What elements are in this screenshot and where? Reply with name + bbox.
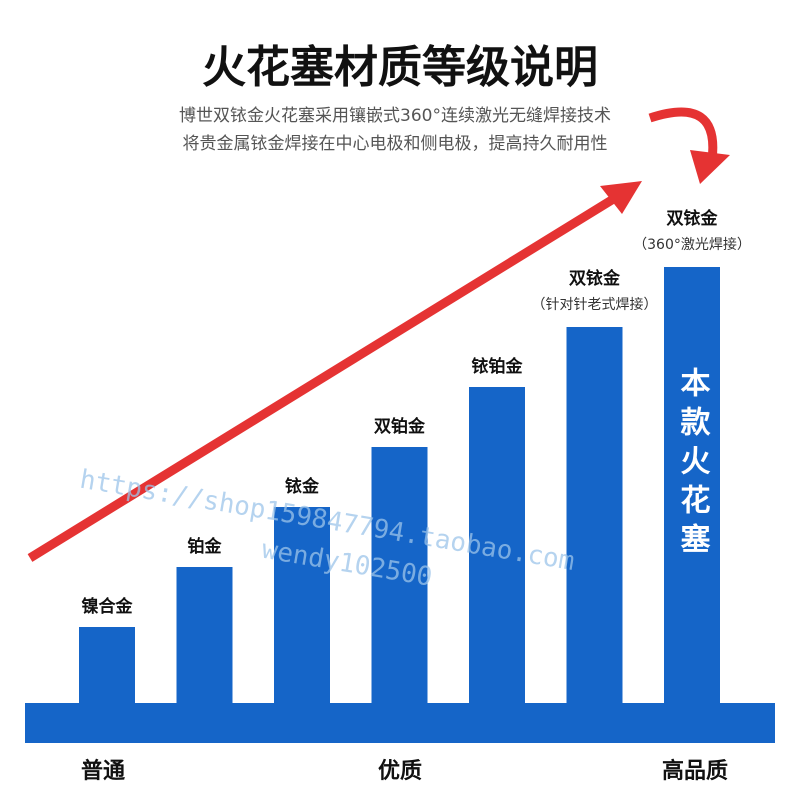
- arrow-line: [27, 194, 618, 562]
- bar-label: 双铱金: [569, 268, 621, 289]
- bar: [274, 507, 330, 703]
- bar-inner-text: 本款火花塞: [675, 367, 711, 562]
- curved-arrow-head: [690, 150, 730, 184]
- curved-arrow: [648, 107, 718, 161]
- scale-label: 普通: [81, 758, 125, 784]
- scale-label: 高品质: [662, 758, 728, 784]
- subtitle: 博世双铱金火花塞采用镶嵌式360°连续激光无缝焊接技术: [179, 105, 611, 126]
- arrow: [27, 107, 730, 562]
- base-bar: [25, 703, 775, 743]
- bar-label: 铂金: [188, 536, 223, 557]
- bar-note: （针对针老式焊接）: [532, 296, 658, 313]
- bar: [664, 267, 720, 703]
- bar: [566, 327, 623, 703]
- bar-label: 铱金: [285, 476, 320, 497]
- bar-label: 镍合金: [82, 596, 134, 617]
- bars: 镍合金 铂金 铱金 双铂金 铱铂金 双铱金 （针对针老式焊接） 双铱金 （360°激光焊接） 本款…: [79, 208, 751, 703]
- bar: [176, 567, 233, 703]
- bar-label: 双铱金: [667, 208, 719, 229]
- bar: [79, 627, 135, 703]
- bar-note: （360°激光焊接）: [633, 236, 751, 253]
- arrow-head: [600, 181, 642, 214]
- bar: [469, 387, 525, 703]
- bar: [371, 447, 428, 703]
- title: 火花塞材质等级说明: [202, 42, 598, 93]
- bar-label: 双铂金: [374, 416, 426, 437]
- bar-label: 铱铂金: [472, 356, 524, 377]
- scale-label: 优质: [378, 758, 422, 784]
- subtitle: 将贵金属铱金焊接在中心电极和侧电极，提高持久耐用性: [183, 134, 608, 154]
